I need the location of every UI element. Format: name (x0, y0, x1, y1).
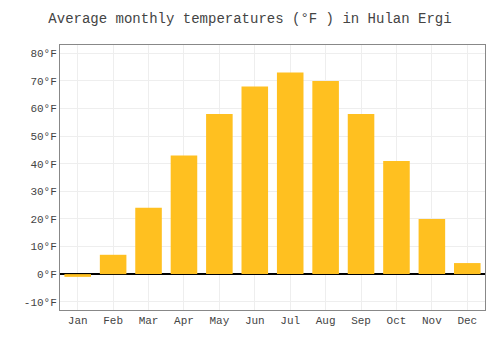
svg-text:Feb: Feb (103, 315, 123, 327)
svg-text:Sep: Sep (351, 315, 371, 327)
svg-text:Mar: Mar (139, 315, 159, 327)
svg-text:May: May (209, 315, 229, 327)
svg-text:Nov: Nov (422, 315, 442, 327)
svg-text:50°F: 50°F (30, 131, 56, 143)
svg-text:Dec: Dec (457, 315, 477, 327)
svg-text:Jul: Jul (280, 315, 300, 327)
svg-text:Jun: Jun (245, 315, 265, 327)
svg-text:70°F: 70°F (30, 76, 56, 88)
svg-text:40°F: 40°F (30, 159, 56, 171)
svg-text:60°F: 60°F (30, 103, 56, 115)
svg-text:-10°F: -10°F (24, 297, 57, 309)
svg-text:Jan: Jan (68, 315, 88, 327)
svg-text:10°F: 10°F (30, 241, 56, 253)
svg-text:Apr: Apr (174, 315, 194, 327)
svg-text:Average monthly temperatures (: Average monthly temperatures (°F ) in Hu… (48, 11, 451, 27)
svg-text:Oct: Oct (387, 315, 407, 327)
svg-text:80°F: 80°F (30, 48, 56, 60)
svg-text:Aug: Aug (316, 315, 336, 327)
svg-text:30°F: 30°F (30, 186, 56, 198)
svg-text:20°F: 20°F (30, 214, 56, 226)
svg-text:0°F: 0°F (37, 269, 57, 281)
